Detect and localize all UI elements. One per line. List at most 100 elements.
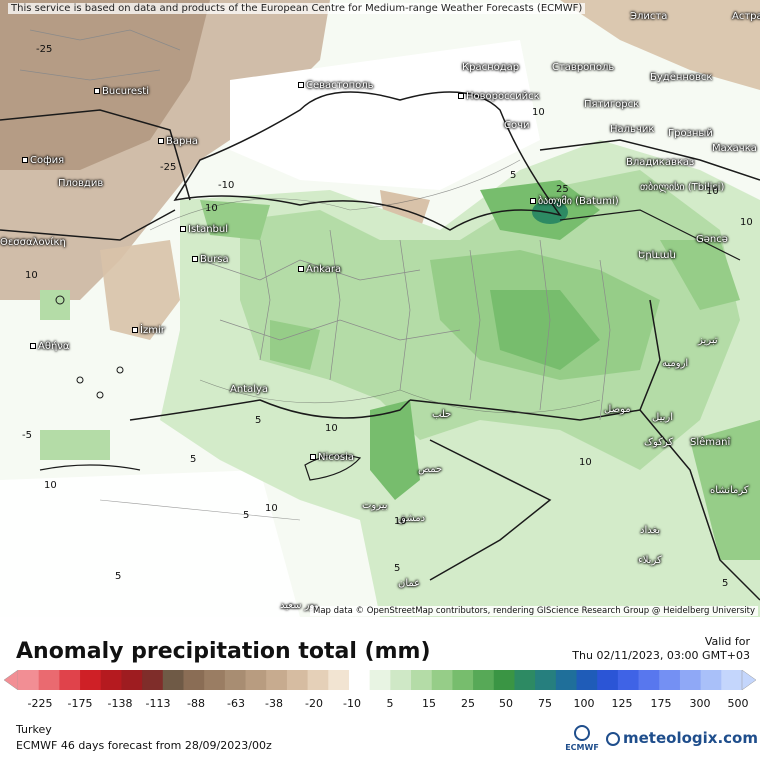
city-label: Istanbul bbox=[180, 224, 228, 235]
contour-label: 5 bbox=[510, 170, 517, 181]
city-label: ارومیه bbox=[662, 358, 689, 369]
city-label: Краснодар bbox=[462, 62, 520, 73]
city-marker bbox=[298, 266, 304, 272]
city-label: Нальчик bbox=[610, 124, 655, 135]
contour-label: 10 bbox=[706, 186, 719, 197]
colorbar-cell bbox=[597, 670, 619, 690]
city-label: Новороссийск bbox=[458, 91, 540, 102]
colorbar-cell bbox=[411, 670, 433, 690]
contour-label: 10 bbox=[265, 503, 278, 514]
colorbar-cell bbox=[224, 670, 247, 690]
city-marker bbox=[310, 454, 316, 460]
legend-panel: Anomaly precipitation total (mm) Valid f… bbox=[0, 617, 760, 760]
tick-label: 500 bbox=[727, 697, 749, 710]
ecmwf-logo: ECMWF bbox=[562, 725, 602, 752]
contour-label: 10 bbox=[25, 270, 38, 281]
tick-label: 300 bbox=[689, 697, 711, 710]
city-label: İzmir bbox=[132, 325, 165, 336]
valid-time: Thu 02/11/2023, 03:00 GMT+03 bbox=[572, 649, 750, 662]
city-label: Севастополь bbox=[298, 80, 374, 91]
city-marker bbox=[298, 82, 304, 88]
tick-label: -138 bbox=[107, 697, 133, 710]
colorbar-cell bbox=[266, 670, 288, 690]
city-marker bbox=[458, 93, 464, 99]
colorbar-cell bbox=[555, 670, 578, 690]
contour-label: 5 bbox=[190, 454, 197, 465]
city-label: Элиста bbox=[630, 11, 668, 22]
colorbar-cell bbox=[59, 670, 81, 690]
city-marker bbox=[192, 256, 198, 262]
colorbar-cell bbox=[514, 670, 536, 690]
city-label: اربیل bbox=[652, 412, 673, 423]
city-marker bbox=[132, 327, 138, 333]
colorbar-ticks: -225 -175 -138 -113 -88 -63 -38 -20 -10 … bbox=[0, 697, 760, 711]
tick-label: 25 bbox=[461, 697, 475, 710]
contour-label: 5 bbox=[394, 563, 401, 574]
tick-label: -38 bbox=[265, 697, 283, 710]
colorbar-cell bbox=[617, 670, 640, 690]
tick-label: -10 bbox=[343, 697, 361, 710]
contour-label: 10 bbox=[532, 107, 545, 118]
colorbar-cell bbox=[659, 670, 681, 690]
contour-label: -5 bbox=[22, 430, 32, 441]
city-label: Варна bbox=[158, 136, 198, 147]
precipitation-anomaly-map bbox=[0, 0, 760, 617]
city-label: دمشق bbox=[398, 513, 426, 524]
colorbar-cell bbox=[721, 670, 743, 690]
tick-label: -113 bbox=[145, 697, 171, 710]
city-label: Երևան bbox=[638, 250, 676, 261]
city-marker bbox=[180, 226, 186, 232]
city-label: Сочи bbox=[504, 120, 530, 131]
colorbar-cell bbox=[452, 670, 474, 690]
tick-label: -63 bbox=[227, 697, 245, 710]
colorbar-cell bbox=[183, 670, 205, 690]
tick-label: 125 bbox=[611, 697, 633, 710]
contour-label: 25 bbox=[556, 184, 569, 195]
colorbar-cell bbox=[162, 670, 184, 690]
colorbar-cell bbox=[700, 670, 722, 690]
colorbar-cell bbox=[18, 670, 40, 690]
model-run-label: ECMWF 46 days forecast from 28/09/2023/0… bbox=[16, 739, 272, 752]
city-label: Махачка bbox=[712, 143, 757, 154]
city-label: Ставрополь bbox=[552, 62, 615, 73]
contour-label: 10 bbox=[44, 480, 57, 491]
city-marker bbox=[22, 157, 28, 163]
colorbar-cell bbox=[204, 670, 226, 690]
city-label: Nicosia bbox=[310, 452, 354, 463]
osm-attribution[interactable]: Map data © OpenStreetMap contributors, r… bbox=[310, 606, 758, 616]
city-marker bbox=[94, 88, 100, 94]
ecmwf-attribution: This service is based on data and produc… bbox=[8, 3, 586, 14]
colorbar-cell bbox=[390, 670, 412, 690]
meteologix-logo[interactable]: meteologix.com bbox=[606, 729, 758, 747]
city-label: Владикавказ bbox=[626, 157, 695, 168]
colorbar-cell bbox=[121, 670, 143, 690]
city-label: Пятигорск bbox=[584, 99, 640, 110]
region-label: Turkey bbox=[16, 723, 52, 736]
contour-label: 10 bbox=[325, 423, 338, 434]
city-label: Ankara bbox=[298, 264, 341, 275]
city-label: Antalya bbox=[230, 384, 269, 395]
tick-label: 100 bbox=[573, 697, 595, 710]
city-label: ბათუმი (Batumi) bbox=[530, 196, 619, 207]
contour-label: 5 bbox=[722, 578, 729, 589]
city-label: Slêmanî bbox=[690, 437, 731, 448]
tick-label: 50 bbox=[499, 697, 513, 710]
city-label: Будённовск bbox=[650, 72, 713, 83]
city-label: کرمانشاه bbox=[710, 485, 749, 496]
contour-label: -10 bbox=[218, 180, 235, 191]
colorbar-cell bbox=[286, 670, 309, 690]
map-area[interactable]: This service is based on data and produc… bbox=[0, 0, 760, 617]
colorbar-cell bbox=[38, 670, 60, 690]
contour-label: 10 bbox=[205, 203, 218, 214]
city-label: София bbox=[22, 155, 64, 166]
ecmwf-logo-icon bbox=[574, 725, 590, 741]
colorbar-cell bbox=[576, 670, 598, 690]
city-label: کربلاء bbox=[638, 555, 662, 566]
city-marker bbox=[530, 198, 536, 204]
colorbar-cell bbox=[679, 670, 702, 690]
tick-label: 15 bbox=[422, 697, 436, 710]
tick-label: 175 bbox=[650, 697, 672, 710]
colorbar-cell bbox=[80, 670, 102, 690]
city-label: Грозный bbox=[668, 128, 713, 139]
colorbar-cell bbox=[142, 670, 164, 690]
